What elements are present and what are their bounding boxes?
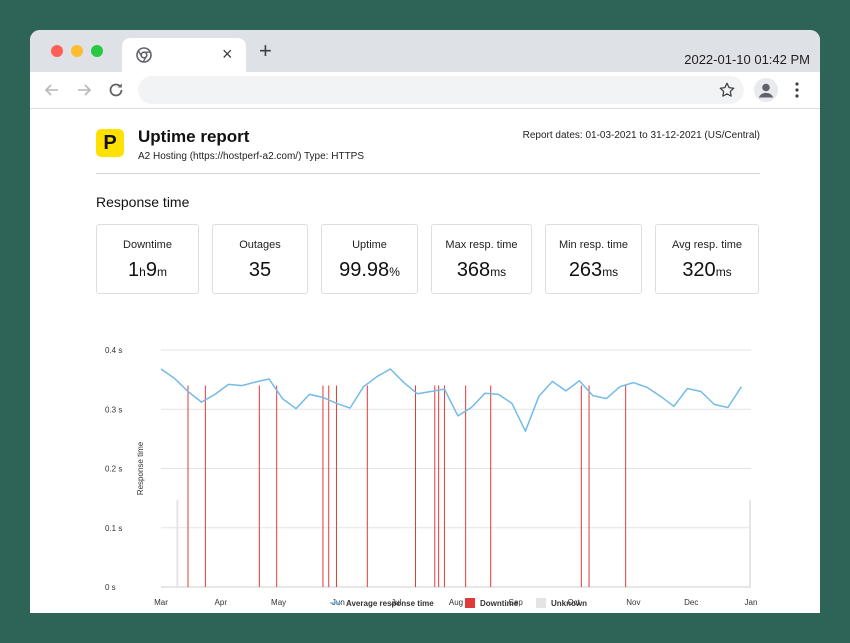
stat-card-downtime: Downtime 1h9m xyxy=(96,224,199,294)
y-tick-label: 0.4 s xyxy=(105,346,122,355)
legend-label: Downtime xyxy=(480,599,519,608)
stat-label: Downtime xyxy=(123,239,172,251)
legend-label: Unknown xyxy=(551,599,587,608)
stat-card-outages: Outages 35 xyxy=(212,224,308,294)
x-tick-label: Jul xyxy=(391,598,401,607)
tab-bar: × + 2022-01-10 01:42 PM xyxy=(30,30,820,72)
back-arrow-icon[interactable] xyxy=(42,80,62,100)
stat-label: Uptime xyxy=(352,239,387,251)
browser-window: × + 2022-01-10 01:42 PM xyxy=(30,30,820,613)
stat-value: 1h9m xyxy=(128,259,167,281)
browser-toolbar xyxy=(30,72,820,109)
browser-tab[interactable]: × xyxy=(122,38,246,72)
stat-label: Outages xyxy=(239,239,281,251)
report-dates: Report dates: 01-03-2021 to 31-12-2021 (… xyxy=(522,130,760,141)
profile-avatar-icon[interactable] xyxy=(754,78,778,102)
report-title: Uptime report xyxy=(138,127,250,146)
legend-label: Average response time xyxy=(346,599,434,608)
brand-logo: P xyxy=(96,129,124,157)
x-tick-label: Dec xyxy=(684,598,698,607)
stat-value: 368ms xyxy=(456,259,507,281)
close-window-button[interactable] xyxy=(51,45,63,57)
report-page: P Uptime report A2 Hosting (https://host… xyxy=(30,109,820,613)
stat-label: Avg resp. time xyxy=(671,239,743,251)
stat-value: 320ms xyxy=(682,259,732,281)
header-divider xyxy=(96,173,760,174)
bookmark-star-icon[interactable] xyxy=(718,81,736,99)
x-tick-label: Jan xyxy=(745,598,758,607)
x-tick-label: Aug xyxy=(449,598,463,607)
x-tick-label: May xyxy=(271,598,286,607)
x-tick-label: Nov xyxy=(626,598,640,607)
close-tab-icon[interactable]: × xyxy=(222,44,233,64)
y-tick-label: 0.1 s xyxy=(105,524,122,533)
section-title: Response time xyxy=(96,194,190,210)
menu-kebab-icon[interactable] xyxy=(794,80,800,100)
forward-arrow-icon[interactable] xyxy=(74,80,94,100)
stat-value: 263ms xyxy=(568,259,619,281)
y-tick-label: 0.2 s xyxy=(105,465,122,474)
unknown-bar xyxy=(749,500,751,587)
response-time-chart: 0 s0.1 s0.2 s0.3 s0.4 sMarAprMayJunJulAu… xyxy=(105,346,758,608)
chrome-favicon-icon xyxy=(136,47,152,63)
x-tick-label: Apr xyxy=(215,598,228,607)
reload-icon[interactable] xyxy=(106,80,126,100)
stat-card-min-resp: Min resp. time 263ms xyxy=(545,224,642,294)
x-tick-label: Mar xyxy=(154,598,168,607)
stat-card-uptime: Uptime 99.98% xyxy=(321,224,418,294)
stat-value: 99.98% xyxy=(339,259,400,281)
response-time-line xyxy=(160,368,743,432)
maximize-window-button[interactable] xyxy=(91,45,103,57)
new-tab-button[interactable]: + xyxy=(259,38,272,63)
stat-card-max-resp: Max resp. time 368ms xyxy=(431,224,532,294)
y-tick-label: 0 s xyxy=(105,583,116,592)
stat-card-avg-resp: Avg resp. time 320ms xyxy=(655,224,759,294)
minimize-window-button[interactable] xyxy=(71,45,83,57)
x-tick-label: Sep xyxy=(509,598,524,607)
stat-value: 35 xyxy=(248,259,272,281)
report-subtitle: A2 Hosting (https://hostperf-a2.com/) Ty… xyxy=(138,151,365,162)
y-axis-label: Response time xyxy=(136,441,145,495)
address-bar[interactable] xyxy=(138,76,744,104)
system-clock: 2022-01-10 01:42 PM xyxy=(684,52,810,67)
legend-swatch xyxy=(465,598,475,608)
y-tick-label: 0.3 s xyxy=(105,405,122,414)
legend-swatch xyxy=(536,598,546,608)
stat-label: Min resp. time xyxy=(558,239,629,251)
unknown-bar xyxy=(176,500,179,587)
stat-label: Max resp. time xyxy=(445,239,518,251)
x-tick-label: Oct xyxy=(567,598,580,607)
